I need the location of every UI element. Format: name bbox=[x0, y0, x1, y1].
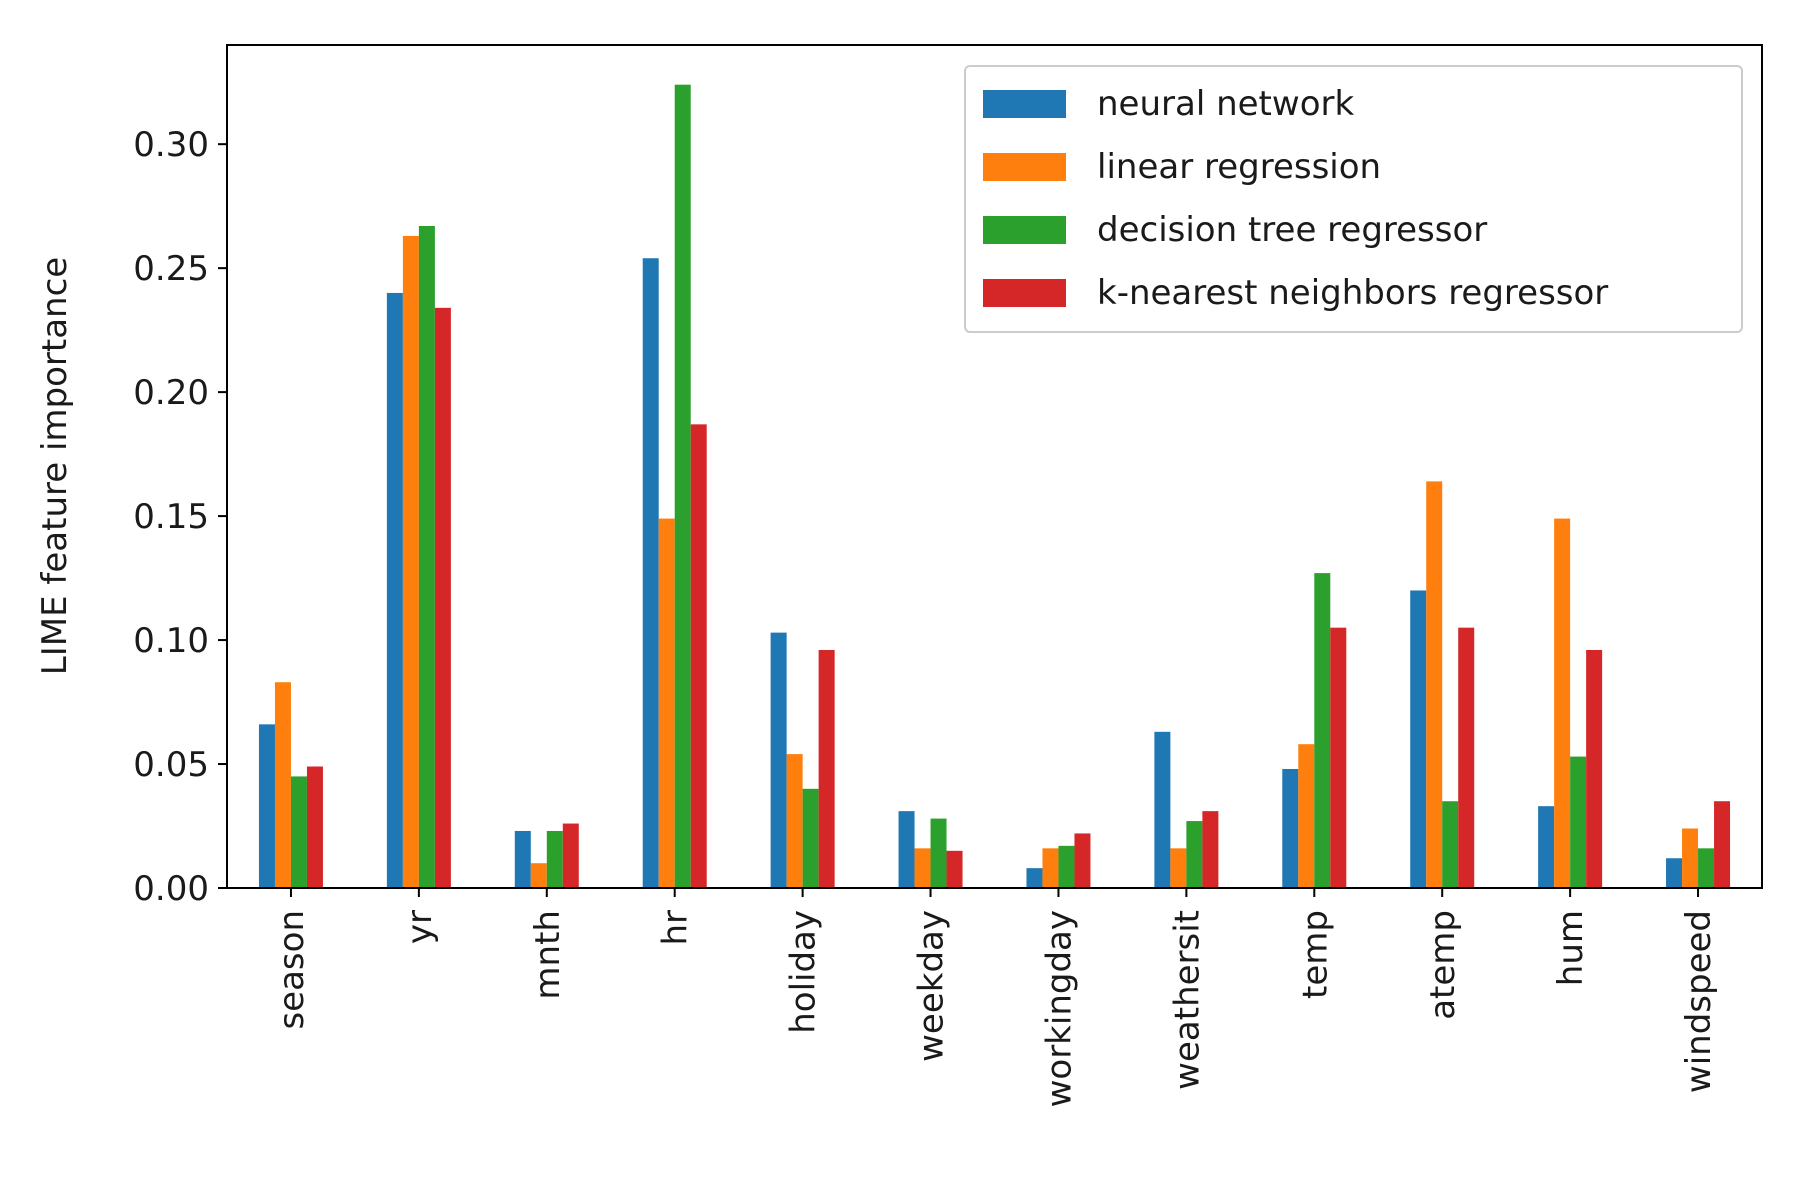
legend-swatch bbox=[983, 90, 1066, 118]
bar-hum-linear-regression bbox=[1554, 518, 1571, 888]
x-tick-label: weekday bbox=[912, 910, 952, 1062]
bar-temp-decision-tree-regressor bbox=[1314, 573, 1331, 888]
legend-label: neural network bbox=[1097, 84, 1354, 124]
bar-yr-linear-regression bbox=[402, 235, 419, 888]
bar-mnth-linear-regression bbox=[530, 863, 547, 888]
bar-hr-linear-regression bbox=[658, 518, 675, 888]
x-tick-label: hr bbox=[656, 910, 696, 946]
bar-yr-neural-network bbox=[386, 292, 403, 888]
bar-windspeed-k-nearest-neighbors-regressor bbox=[1714, 801, 1731, 888]
bar-hr-neural-network bbox=[642, 258, 659, 889]
bar-hr-k-nearest-neighbors-regressor bbox=[690, 424, 707, 888]
bar-weathersit-decision-tree-regressor bbox=[1186, 821, 1203, 888]
x-tick-label: yr bbox=[400, 910, 440, 944]
plot-frame bbox=[226, 44, 1763, 889]
bar-season-k-nearest-neighbors-regressor bbox=[306, 766, 323, 888]
bar-temp-linear-regression bbox=[1298, 744, 1315, 888]
bar-windspeed-linear-regression bbox=[1682, 828, 1699, 888]
x-axis: season yr mnth hr holiday weekday workingday we… bbox=[272, 888, 1719, 1107]
x-tick-label: windspeed bbox=[1679, 910, 1719, 1093]
bar-weathersit-neural-network bbox=[1154, 731, 1171, 888]
y-axis-label: LIME feature importance bbox=[35, 257, 75, 675]
x-tick-label: workingday bbox=[1039, 910, 1079, 1107]
bar-weekday-decision-tree-regressor bbox=[930, 818, 947, 888]
bar-atemp-linear-regression bbox=[1426, 481, 1443, 888]
y-tick-label: 0.00 bbox=[133, 869, 209, 909]
bar-holiday-k-nearest-neighbors-regressor bbox=[818, 649, 835, 888]
bar-weathersit-k-nearest-neighbors-regressor bbox=[1202, 811, 1219, 888]
x-tick-label: weathersit bbox=[1167, 910, 1207, 1090]
bar-windspeed-neural-network bbox=[1666, 858, 1683, 888]
bar-hr-decision-tree-regressor bbox=[674, 84, 691, 889]
y-tick-label: 0.30 bbox=[133, 125, 209, 165]
y-axis: 0.00 0.05 0.10 0.15 0.20 0.25 0.30 bbox=[133, 125, 227, 909]
bar-workingday-k-nearest-neighbors-regressor bbox=[1074, 833, 1091, 888]
bar-weekday-k-nearest-neighbors-regressor bbox=[946, 850, 963, 888]
x-tick-label: hum bbox=[1551, 910, 1591, 986]
bar-weekday-linear-regression bbox=[914, 848, 931, 888]
y-tick-label: 0.05 bbox=[133, 745, 209, 785]
x-tick-label: holiday bbox=[784, 910, 824, 1034]
plot-area bbox=[258, 84, 1731, 889]
bar-hum-decision-tree-regressor bbox=[1570, 756, 1587, 888]
bar-weekday-neural-network bbox=[898, 811, 915, 888]
bar-weathersit-linear-regression bbox=[1170, 848, 1187, 888]
y-tick-label: 0.10 bbox=[133, 621, 209, 661]
bar-workingday-decision-tree-regressor bbox=[1058, 845, 1075, 888]
x-tick-label: mnth bbox=[528, 910, 568, 1000]
bar-season-neural-network bbox=[258, 724, 275, 888]
bar-yr-decision-tree-regressor bbox=[418, 226, 435, 888]
legend-label: decision tree regressor bbox=[1097, 210, 1487, 250]
legend: neural network linear regression decision … bbox=[964, 65, 1743, 333]
bar-holiday-decision-tree-regressor bbox=[802, 788, 819, 888]
bar-hum-k-nearest-neighbors-regressor bbox=[1586, 649, 1603, 888]
bar-atemp-decision-tree-regressor bbox=[1442, 801, 1459, 888]
y-tick-label: 0.25 bbox=[133, 249, 209, 289]
x-tick-label: season bbox=[272, 910, 312, 1030]
bar-atemp-k-nearest-neighbors-regressor bbox=[1458, 627, 1475, 888]
legend-box bbox=[964, 65, 1743, 333]
bar-temp-neural-network bbox=[1282, 768, 1299, 888]
bar-mnth-neural-network bbox=[514, 830, 531, 888]
legend-label: linear regression bbox=[1097, 147, 1381, 187]
bar-season-linear-regression bbox=[274, 682, 291, 888]
bar-season-decision-tree-regressor bbox=[290, 776, 307, 888]
bar-mnth-decision-tree-regressor bbox=[546, 830, 563, 888]
legend-swatch bbox=[983, 279, 1066, 307]
bar-holiday-linear-regression bbox=[786, 754, 803, 888]
bar-windspeed-decision-tree-regressor bbox=[1698, 848, 1715, 888]
y-tick-label: 0.20 bbox=[133, 373, 209, 413]
legend-swatch bbox=[983, 153, 1066, 181]
bar-atemp-neural-network bbox=[1410, 590, 1427, 888]
x-tick-label: temp bbox=[1295, 910, 1335, 999]
x-tick-label: atemp bbox=[1423, 910, 1463, 1020]
legend-label: k-nearest neighbors regressor bbox=[1097, 273, 1608, 313]
bar-holiday-neural-network bbox=[770, 632, 787, 888]
bar-mnth-k-nearest-neighbors-regressor bbox=[562, 823, 579, 888]
bar-workingday-linear-regression bbox=[1042, 848, 1059, 888]
bar-workingday-neural-network bbox=[1026, 868, 1043, 888]
bar-temp-k-nearest-neighbors-regressor bbox=[1330, 627, 1347, 888]
bar-yr-k-nearest-neighbors-regressor bbox=[434, 307, 451, 888]
y-tick-label: 0.15 bbox=[133, 497, 209, 537]
legend-swatch bbox=[983, 216, 1066, 244]
bar-hum-neural-network bbox=[1538, 806, 1555, 888]
